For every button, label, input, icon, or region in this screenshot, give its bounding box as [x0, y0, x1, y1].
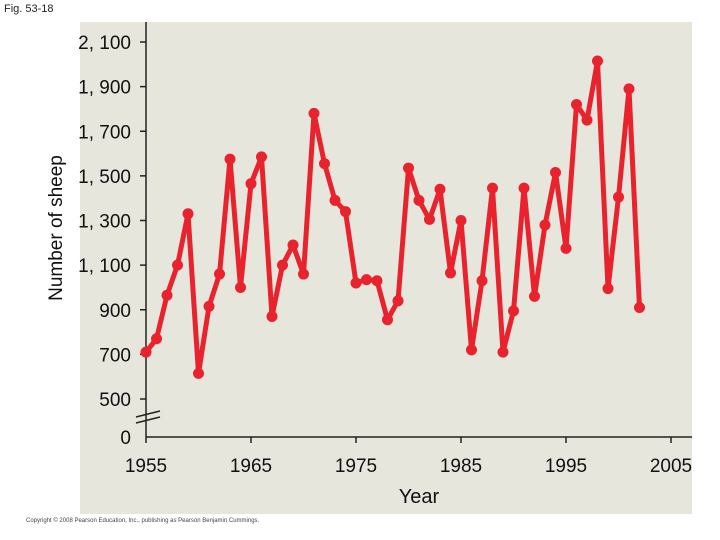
y-tick-label: 700	[99, 345, 131, 366]
data-point	[466, 344, 477, 356]
data-point	[602, 283, 614, 295]
data-point	[403, 162, 414, 174]
figure-label: Fig. 53-18	[4, 3, 54, 15]
data-point	[182, 208, 194, 220]
data-point	[424, 213, 435, 225]
x-tick-label: 1995	[545, 456, 587, 477]
data-point	[571, 98, 582, 110]
axis-break-mark	[135, 410, 161, 418]
data-point	[266, 310, 278, 322]
y-tick-label: 900	[99, 301, 131, 322]
y-tick-label: 1, 100	[78, 256, 131, 277]
axis-break-marks	[135, 410, 161, 424]
data-point	[413, 194, 425, 206]
data-point	[277, 259, 288, 271]
y-axis-label: Number of sheep	[46, 155, 67, 301]
x-tick-label: 1955	[125, 456, 167, 477]
data-point	[497, 346, 509, 358]
data-point	[455, 215, 467, 226]
data-point	[140, 346, 152, 358]
data-point	[203, 300, 215, 312]
data-point	[539, 219, 551, 231]
data-point	[361, 274, 372, 286]
y-tick-label: 500	[99, 390, 131, 411]
copyright-notice: Copyright © 2008 Pearson Education, Inc.…	[26, 518, 260, 524]
data-point	[214, 268, 225, 280]
data-point	[319, 158, 330, 170]
data-point	[434, 183, 446, 195]
data-point	[193, 367, 204, 379]
data-point	[298, 268, 309, 280]
data-point	[445, 267, 456, 279]
data-point	[224, 153, 236, 165]
y-tick-label: 1, 500	[78, 167, 131, 188]
data-point	[329, 194, 341, 206]
data-point	[476, 275, 488, 287]
x-tick-label: 2005	[650, 456, 692, 477]
data-points	[140, 55, 645, 379]
y-tick-label: 2, 100	[78, 33, 131, 54]
data-point	[487, 182, 498, 194]
y-tick-label: 1, 700	[78, 122, 131, 143]
data-point	[308, 107, 320, 119]
axis-break-mark	[135, 416, 161, 424]
x-tick-label: 1985	[440, 456, 482, 477]
data-point	[151, 333, 162, 345]
data-point	[392, 295, 404, 307]
data-point	[371, 275, 383, 287]
data-point	[529, 290, 540, 302]
y-tick-label: 1, 300	[78, 212, 131, 233]
data-point	[235, 281, 246, 293]
x-tick-label: 1975	[335, 456, 377, 477]
data-point	[350, 277, 362, 289]
data-point	[581, 114, 593, 126]
data-point	[245, 178, 257, 190]
data-point	[340, 206, 351, 218]
data-point	[634, 302, 645, 314]
data-point	[623, 83, 635, 95]
data-point	[592, 55, 603, 67]
y-tick-label: 1, 900	[78, 78, 131, 99]
series-line-sheep	[143, 58, 642, 376]
data-point	[172, 259, 183, 271]
data-point	[256, 151, 267, 163]
data-point	[518, 182, 530, 194]
data-point	[550, 167, 561, 179]
data-point	[287, 239, 299, 251]
data-point	[560, 242, 572, 254]
data-point	[508, 305, 519, 317]
data-point	[613, 191, 624, 203]
data-point	[161, 289, 173, 301]
x-ticks: 1955 1965 1975 1985 1995 2005	[125, 437, 692, 477]
y-tick-label: 0	[120, 428, 131, 449]
y-ticks: 0 500 700 900 1, 100 1, 300 1, 500 1, 700 1, 900…	[78, 33, 146, 449]
data-point	[382, 314, 393, 326]
x-axis-label: Year	[399, 486, 440, 508]
x-tick-label: 1965	[230, 456, 272, 477]
